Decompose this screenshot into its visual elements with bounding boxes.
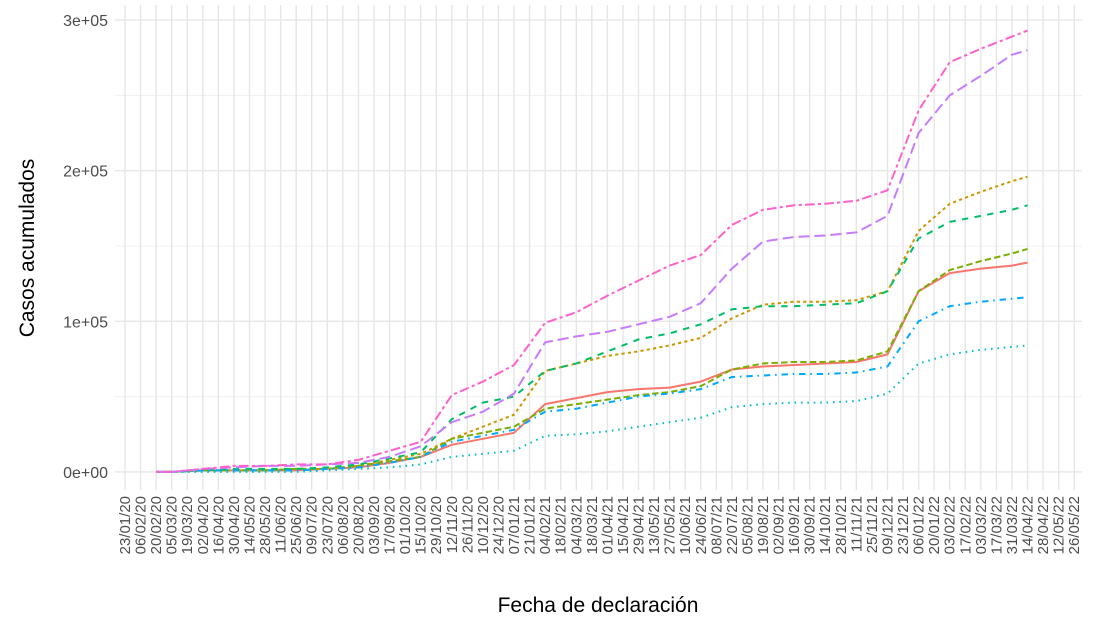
x-tick-label: 06/02/20 bbox=[133, 496, 150, 554]
x-tick-label: 16/04/20 bbox=[210, 496, 227, 554]
x-tick-label: 14/10/21 bbox=[817, 496, 834, 554]
x-axis-title: Fecha de declaración bbox=[498, 594, 699, 617]
x-tick-label: 14/05/20 bbox=[241, 496, 258, 554]
x-tick-label: 29/10/20 bbox=[428, 496, 445, 554]
x-tick-label: 06/08/20 bbox=[335, 496, 352, 554]
x-tick-label: 03/09/20 bbox=[366, 496, 383, 554]
x-tick-label: 21/01/21 bbox=[522, 496, 539, 554]
y-tick-label: 2e+05 bbox=[63, 164, 108, 181]
y-tick-label: 1e+05 bbox=[63, 314, 108, 331]
x-tick-label: 03/03/22 bbox=[973, 496, 990, 554]
x-tick-label: 13/05/21 bbox=[646, 496, 663, 554]
series-line bbox=[156, 204, 1028, 473]
x-tick-label: 23/07/20 bbox=[319, 496, 336, 554]
x-tick-label: 02/09/21 bbox=[771, 496, 788, 554]
series-line bbox=[156, 29, 1028, 473]
x-tick-label: 15/04/21 bbox=[615, 496, 632, 554]
x-tick-label: 20/08/20 bbox=[350, 496, 367, 554]
x-tick-label: 05/03/20 bbox=[164, 496, 181, 554]
x-tick-label: 28/10/21 bbox=[833, 496, 850, 554]
x-tick-label: 28/05/20 bbox=[257, 496, 274, 554]
x-tick-label: 09/07/20 bbox=[304, 496, 321, 554]
x-tick-label: 11/06/20 bbox=[273, 496, 290, 553]
plot-panel bbox=[115, 5, 1082, 490]
x-tick-label: 15/10/20 bbox=[413, 496, 430, 554]
x-tick-label: 07/01/21 bbox=[506, 496, 523, 554]
x-tick-label: 02/04/20 bbox=[195, 496, 212, 554]
x-tick-label: 04/02/21 bbox=[537, 496, 554, 554]
x-tick-label: 27/05/21 bbox=[662, 496, 679, 554]
x-tick-label: 03/02/22 bbox=[942, 496, 959, 554]
series-line bbox=[156, 344, 1028, 473]
x-tick-label: 19/08/21 bbox=[755, 496, 772, 554]
series-line bbox=[156, 296, 1028, 473]
y-tick-label: 3e+05 bbox=[63, 13, 108, 30]
x-tick-label: 16/09/21 bbox=[786, 496, 803, 554]
x-tick-label: 10/12/20 bbox=[475, 496, 492, 554]
x-tick-label: 01/04/21 bbox=[599, 496, 616, 554]
x-tick-label: 14/04/22 bbox=[1020, 496, 1037, 554]
x-tick-label: 01/10/20 bbox=[397, 496, 414, 554]
x-tick-label: 23/12/21 bbox=[895, 496, 912, 554]
x-tick-label: 23/01/20 bbox=[117, 496, 134, 554]
x-tick-label: 25/11/21 bbox=[864, 496, 881, 553]
x-tick-label: 11/11/21 bbox=[848, 496, 865, 552]
x-tick-label: 04/03/21 bbox=[568, 496, 585, 554]
x-tick-label: 30/04/20 bbox=[226, 496, 243, 554]
series-line bbox=[156, 49, 1028, 473]
x-tick-label: 22/07/21 bbox=[724, 496, 741, 554]
x-tick-label: 17/02/22 bbox=[957, 496, 974, 554]
x-tick-label: 17/03/22 bbox=[988, 496, 1005, 554]
x-tick-label: 05/08/21 bbox=[739, 496, 756, 554]
y-tick-label: 0e+00 bbox=[63, 465, 108, 482]
x-tick-label: 31/03/22 bbox=[1004, 496, 1021, 554]
x-tick-label: 20/01/22 bbox=[926, 496, 943, 554]
x-tick-label: 28/04/22 bbox=[1035, 496, 1052, 554]
x-tick-label: 29/04/21 bbox=[631, 496, 648, 554]
x-tick-label: 08/07/21 bbox=[708, 496, 725, 554]
x-tick-label: 20/02/20 bbox=[148, 496, 165, 554]
x-tick-label: 30/09/21 bbox=[802, 496, 819, 554]
x-tick-label: 26/05/22 bbox=[1066, 496, 1083, 554]
x-tick-label: 26/11/20 bbox=[459, 496, 476, 553]
x-tick-label: 12/11/20 bbox=[444, 496, 461, 553]
x-tick-label: 17/09/20 bbox=[382, 496, 399, 554]
x-tick-label: 10/06/21 bbox=[677, 496, 694, 554]
x-tick-label: 24/12/20 bbox=[490, 496, 507, 554]
x-tick-label: 19/03/20 bbox=[179, 496, 196, 554]
x-tick-label: 24/06/21 bbox=[693, 496, 710, 554]
series-line bbox=[156, 248, 1028, 473]
x-tick-label: 09/12/21 bbox=[879, 496, 896, 554]
x-tick-label: 12/05/22 bbox=[1051, 496, 1068, 554]
x-tick-label: 18/03/21 bbox=[584, 496, 601, 554]
y-axis-title: Casos acumulados bbox=[16, 159, 39, 338]
x-tick-label: 06/01/22 bbox=[911, 496, 928, 554]
x-tick-label: 25/06/20 bbox=[288, 496, 305, 554]
x-tick-label: 18/02/21 bbox=[553, 496, 570, 554]
